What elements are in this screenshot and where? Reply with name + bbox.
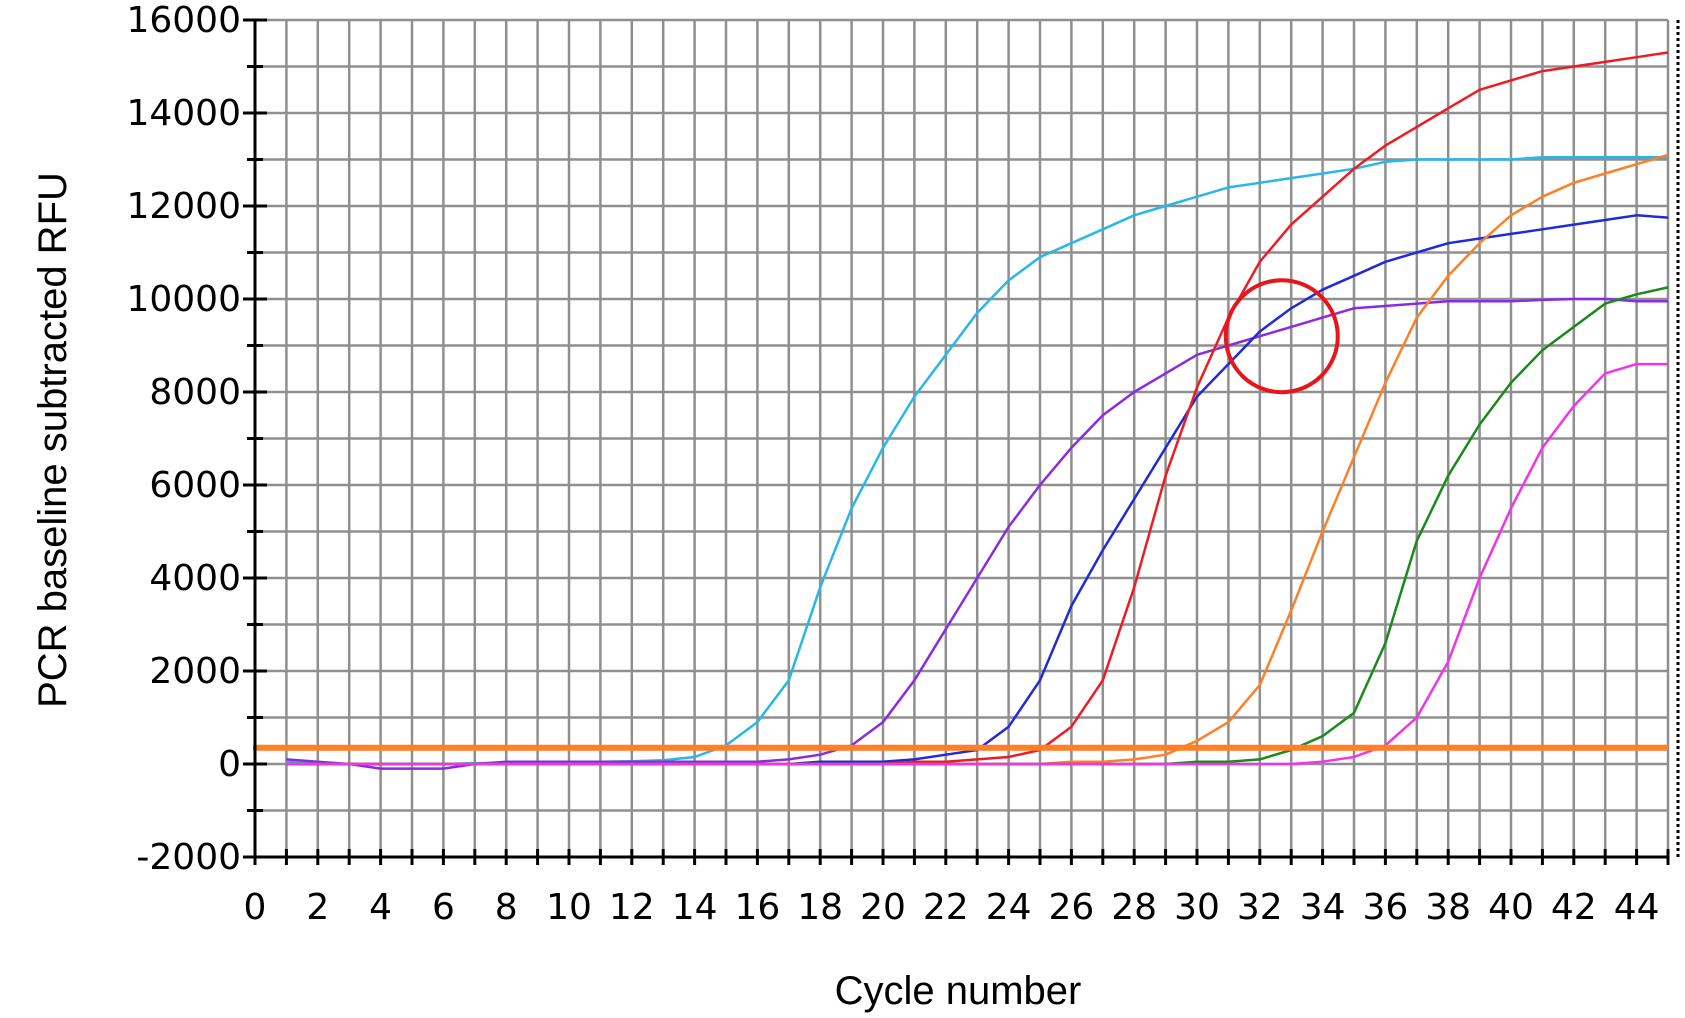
x-tick-label: 16 (734, 887, 780, 928)
x-tick-label: 12 (609, 887, 655, 928)
y-tick-label: 16000 (126, 0, 241, 41)
x-tick-label: 10 (546, 887, 592, 928)
y-tick-label: 12000 (126, 186, 241, 227)
series-line-2 (286, 297, 1668, 770)
series-layer (286, 51, 1669, 770)
x-tick-label: 36 (1362, 887, 1408, 928)
y-tick-label: -2000 (136, 837, 241, 878)
x-tick-label: 28 (1111, 887, 1157, 928)
x-tick-label: 38 (1425, 887, 1471, 928)
x-tick-label: 22 (923, 887, 969, 928)
y-tick-label: 8000 (149, 372, 241, 413)
x-axis-title: Cycle number (835, 969, 1082, 1013)
highlight-circle (1223, 278, 1340, 395)
x-tick-label: 14 (672, 887, 718, 928)
x-tick-label: 6 (432, 887, 455, 928)
y-tick-label: 4000 (149, 558, 241, 599)
y-tick-label: 2000 (149, 651, 241, 692)
y-tick-label: 10000 (126, 279, 241, 320)
y-tick-label: 14000 (126, 93, 241, 134)
x-tick-label: 2 (306, 887, 329, 928)
x-tick-label: 40 (1488, 887, 1534, 928)
x-tick-label: 30 (1174, 887, 1220, 928)
x-tick-label: 34 (1300, 887, 1346, 928)
x-tick-label: 20 (860, 887, 906, 928)
axis-layer (243, 18, 1680, 865)
y-tick-label: 0 (218, 744, 241, 785)
x-tick-label: 32 (1237, 887, 1283, 928)
y-axis-title: PCR baseline subtracted RFU (31, 172, 75, 708)
x-tick-label: 8 (495, 887, 518, 928)
x-tick-label: 44 (1614, 887, 1660, 928)
x-tick-label: 18 (797, 887, 843, 928)
x-tick-label: 26 (1048, 887, 1094, 928)
x-tick-label: 0 (244, 887, 267, 928)
x-tick-label: 24 (986, 887, 1032, 928)
threshold-layer (253, 278, 1668, 751)
y-tick-label: 6000 (149, 465, 241, 506)
series-line-7 (286, 362, 1668, 766)
x-tick-label: 42 (1551, 887, 1597, 928)
label-layer: -200002000400060008000100001200014000160… (126, 0, 1659, 928)
grid-layer (255, 18, 1670, 857)
x-tick-label: 4 (369, 887, 392, 928)
